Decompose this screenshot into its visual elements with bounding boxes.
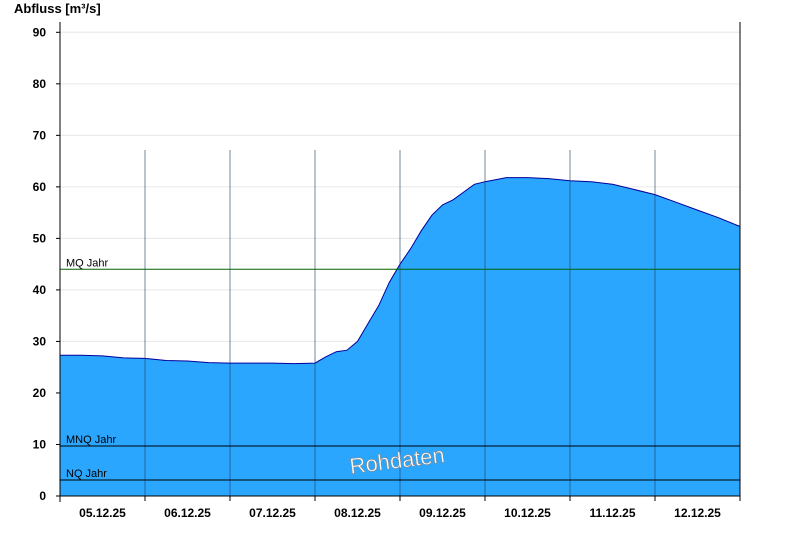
x-tick-label: 08.12.25 <box>334 506 381 520</box>
x-tick-label: 05.12.25 <box>79 506 126 520</box>
x-tick-label: 06.12.25 <box>164 506 211 520</box>
y-tick-label: 0 <box>39 489 46 503</box>
y-tick-label: 90 <box>33 25 47 39</box>
y-tick-label: 80 <box>33 77 47 91</box>
x-tick-label: 11.12.25 <box>589 506 635 520</box>
y-tick-label: 20 <box>33 386 47 400</box>
reference-line-label: MNQ Jahr <box>66 434 116 446</box>
y-axis-title: Abfluss [m³/s] <box>14 1 101 16</box>
x-tick-label: 07.12.25 <box>249 506 296 520</box>
y-ticks: 0 10 20 30 40 50 60 70 80 90 <box>33 25 60 503</box>
x-tick-label: 12.12.25 <box>674 506 721 520</box>
reference-line-label: MQ Jahr <box>66 257 109 269</box>
y-tick-label: 50 <box>33 231 47 245</box>
y-tick-label: 70 <box>33 128 47 142</box>
reference-lines: MQ Jahr MNQ Jahr NQ Jahr <box>60 257 740 481</box>
x-tick-label: 10.12.25 <box>504 506 551 520</box>
y-tick-label: 60 <box>33 180 47 194</box>
reference-line-label: NQ Jahr <box>66 468 107 480</box>
y-tick-label: 30 <box>33 334 47 348</box>
y-tick-label: 10 <box>33 437 47 451</box>
day-divider-lines <box>144 150 656 496</box>
x-ticks: 05.12.25 06.12.25 07.12.25 08.12.25 09.12.25… <box>79 496 741 520</box>
x-tick-label: 09.12.25 <box>419 506 466 520</box>
y-tick-label: 40 <box>33 283 47 297</box>
